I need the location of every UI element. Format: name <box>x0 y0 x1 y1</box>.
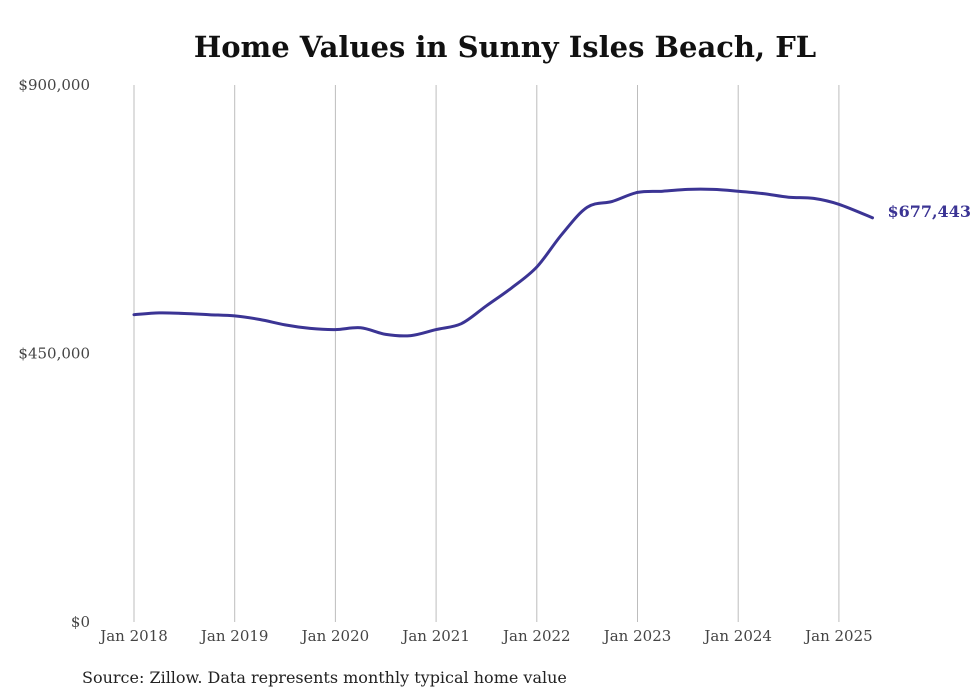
x-tick-label: Jan 2024 <box>702 627 772 645</box>
x-tick-label: Jan 2019 <box>199 627 269 645</box>
x-tick-label: Jan 2023 <box>602 627 672 645</box>
x-tick-label: Jan 2021 <box>400 627 470 645</box>
x-tick-label: Jan 2025 <box>803 627 873 645</box>
y-tick-label: $450,000 <box>18 345 90 363</box>
x-tick-label: Jan 2020 <box>300 627 370 645</box>
series-layer: $677,443 <box>132 187 971 338</box>
x-tick-label: Jan 2022 <box>501 627 571 645</box>
chart-title: Home Values in Sunny Isles Beach, FL <box>193 30 817 64</box>
gridlines <box>133 85 840 622</box>
source-note: Source: Zillow. Data represents monthly … <box>82 668 567 687</box>
y-axis: $0 $450,000 $900,000 <box>18 76 90 631</box>
y-tick-label: $0 <box>71 613 90 631</box>
y-tick-label: $900,000 <box>18 76 90 94</box>
series-line <box>132 187 874 338</box>
end-value-label: $677,443 <box>887 202 971 221</box>
x-axis: Jan 2018 Jan 2019 Jan 2020 Jan 2021 Jan 2022… <box>98 627 872 645</box>
x-tick-label: Jan 2018 <box>98 627 168 645</box>
